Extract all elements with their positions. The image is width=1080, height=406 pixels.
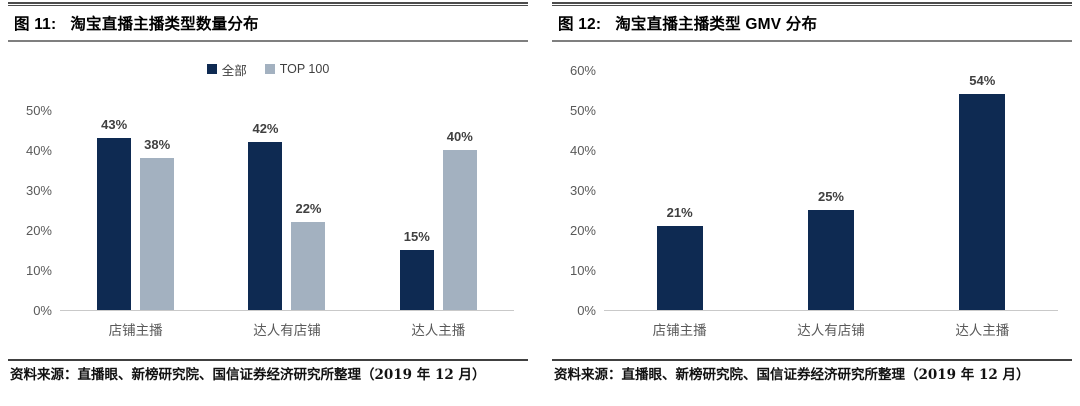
bar-value-label: 54% [969,73,996,88]
legend-label: 全部 [221,63,247,78]
bar: 38% [140,137,175,310]
bar-value-label: 15% [403,229,430,244]
figure-title: 图 11: 淘宝直播主播类型数量分布 [8,6,528,40]
bar: 21% [656,205,703,310]
bar-group: 42% 22% [211,111,362,310]
x-axis-category-label: 达人主播 [411,323,466,338]
y-axis-tick-label: 50% [25,103,52,118]
figure-number: 图 11: [14,16,57,33]
legend-swatch-icon [206,64,217,74]
x-axis-category-label: 店铺主播 [652,323,707,338]
source-note: 资料来源：直播眼、新榜研究院、国信证券经济研究所整理（2019 年 12 月） [10,367,486,383]
y-axis-tick-label: 10% [25,263,52,278]
x-axis-category-label: 达人有店铺 [797,323,865,338]
bar: 15% [399,229,434,310]
report-figure-row: 图 11: 淘宝直播主播类型数量分布 全部 TOP 100 0% 10% 20% 30% 40… [8,2,1072,385]
y-axis-tick-label: 60% [569,63,596,78]
source-note: 资料来源：直播眼、新榜研究院、国信证券经济研究所整理（2019 年 12 月） [554,367,1030,383]
bar-group: 21% [604,71,755,310]
bar: 40% [442,129,477,310]
y-axis-tick-label: 30% [569,183,596,198]
bar-group: 15% 40% [363,111,514,310]
legend-swatch-icon [264,64,275,74]
x-axis-category-label: 达人有店铺 [253,323,321,338]
figure-panel-11: 图 11: 淘宝直播主播类型数量分布 全部 TOP 100 0% 10% 20% 30% 40… [8,2,528,385]
bar-value-label: 43% [101,117,128,132]
bar: 43% [97,117,132,310]
y-axis-tick-label: 50% [569,103,596,118]
bar-value-label: 40% [446,129,473,144]
bar: 22% [291,201,326,310]
title-underline-rule [8,40,528,42]
x-axis-category-label: 店铺主播 [108,323,163,338]
legend-label: TOP 100 [279,62,330,76]
bar-value-label: 42% [252,121,279,136]
bar-value-label: 22% [295,201,322,216]
bar-group: 54% [907,71,1058,310]
source-divider-rule [552,359,1072,361]
x-axis-labels: 店铺主播 达人有店铺 达人主播 [604,319,1058,339]
source-divider-rule [8,359,528,361]
figure-number: 图 12: [558,16,602,33]
bar-value-label: 21% [666,205,693,220]
legend-item: TOP 100 [264,62,330,76]
y-axis-tick-label: 20% [25,223,52,238]
y-axis-tick-label: 40% [25,143,52,158]
bar-group: 25% [755,71,906,310]
bar-value-label: 38% [144,137,171,152]
figure-panel-12: 图 12: 淘宝直播主播类型 GMV 分布 0% 10% 20% 30% 40% 50% 60… [552,2,1072,385]
plot-area: 21% 25% 54% [604,71,1058,311]
plot-area: 43% 38% 42% 22% 15% 40% [60,111,514,311]
y-axis-tick-label: 30% [25,183,52,198]
bar-group: 43% 38% [60,111,211,310]
bar-chart-gmv-distribution: 0% 10% 20% 30% 40% 50% 60% 21% 25% 54% 店铺主播 达人有店铺 达人… [552,42,1072,339]
figure-title-text: 淘宝直播主播类型 GMV 分布 [615,16,818,33]
y-axis-tick-label: 0% [33,303,52,318]
x-axis-labels: 店铺主播 达人有店铺 达人主播 [60,319,514,339]
bar-chart-quantity-distribution: 全部 TOP 100 0% 10% 20% 30% 40% 50% 43% 38% 42% 22% 15… [8,42,528,339]
y-axis-tick-label: 0% [577,303,596,318]
title-underline-rule [552,40,1072,42]
top-double-rule [552,2,1072,6]
bar: 54% [959,73,1006,310]
bar-value-label: 25% [817,189,844,204]
top-double-rule [8,2,528,6]
figure-title: 图 12: 淘宝直播主播类型 GMV 分布 [552,6,1072,40]
figure-title-text: 淘宝直播主播类型数量分布 [70,16,259,33]
y-axis-tick-label: 40% [569,143,596,158]
bar: 25% [807,189,854,310]
y-axis-tick-label: 10% [569,263,596,278]
bar: 42% [248,121,283,310]
legend-item: 全部 [206,60,247,79]
chart-legend: 全部 TOP 100 [8,60,528,79]
y-axis-tick-label: 20% [569,223,596,238]
x-axis-category-label: 达人主播 [955,323,1010,338]
